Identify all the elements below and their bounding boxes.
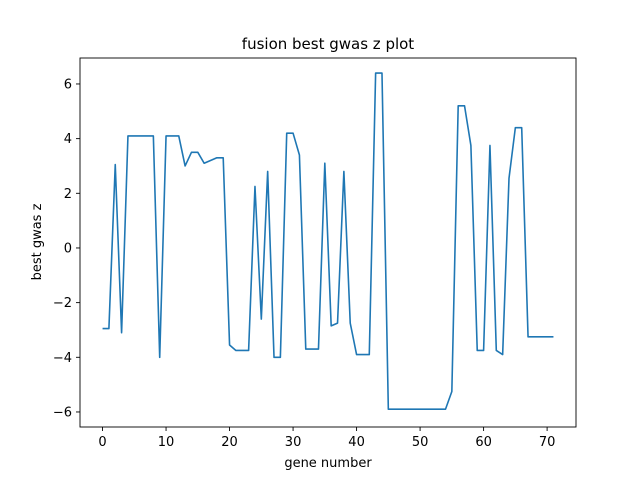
- y-axis-label: best gwas z: [30, 203, 45, 280]
- y-tick-label: 0: [64, 241, 72, 256]
- x-tick-label: 50: [412, 435, 429, 450]
- x-tick-label: 40: [348, 435, 365, 450]
- chart-title: fusion best gwas z plot: [242, 35, 415, 53]
- y-tick-label: 6: [64, 77, 72, 92]
- x-tick-label: 0: [98, 435, 106, 450]
- y-tick-label: 2: [64, 187, 72, 202]
- plot-area: [79, 57, 577, 428]
- y-tick-label: −4: [53, 351, 72, 366]
- series-line-0: [102, 72, 554, 411]
- x-tick-label: 20: [221, 435, 238, 450]
- plot-frame: [79, 57, 577, 428]
- x-axis-ticks: 0 10 20 30 40 50 60 70: [98, 427, 555, 450]
- y-tick-label: −2: [53, 296, 72, 311]
- x-tick-label: 10: [158, 435, 175, 450]
- y-tick-label: 4: [64, 132, 72, 147]
- x-tick-label: 60: [475, 435, 492, 450]
- x-tick-label: 30: [285, 435, 302, 450]
- y-axis-ticks: −6 −4 −2 0 2 4 6: [53, 77, 80, 420]
- y-tick-label: −6: [53, 405, 72, 420]
- x-tick-label: 70: [539, 435, 556, 450]
- x-axis-label: gene number: [284, 456, 372, 471]
